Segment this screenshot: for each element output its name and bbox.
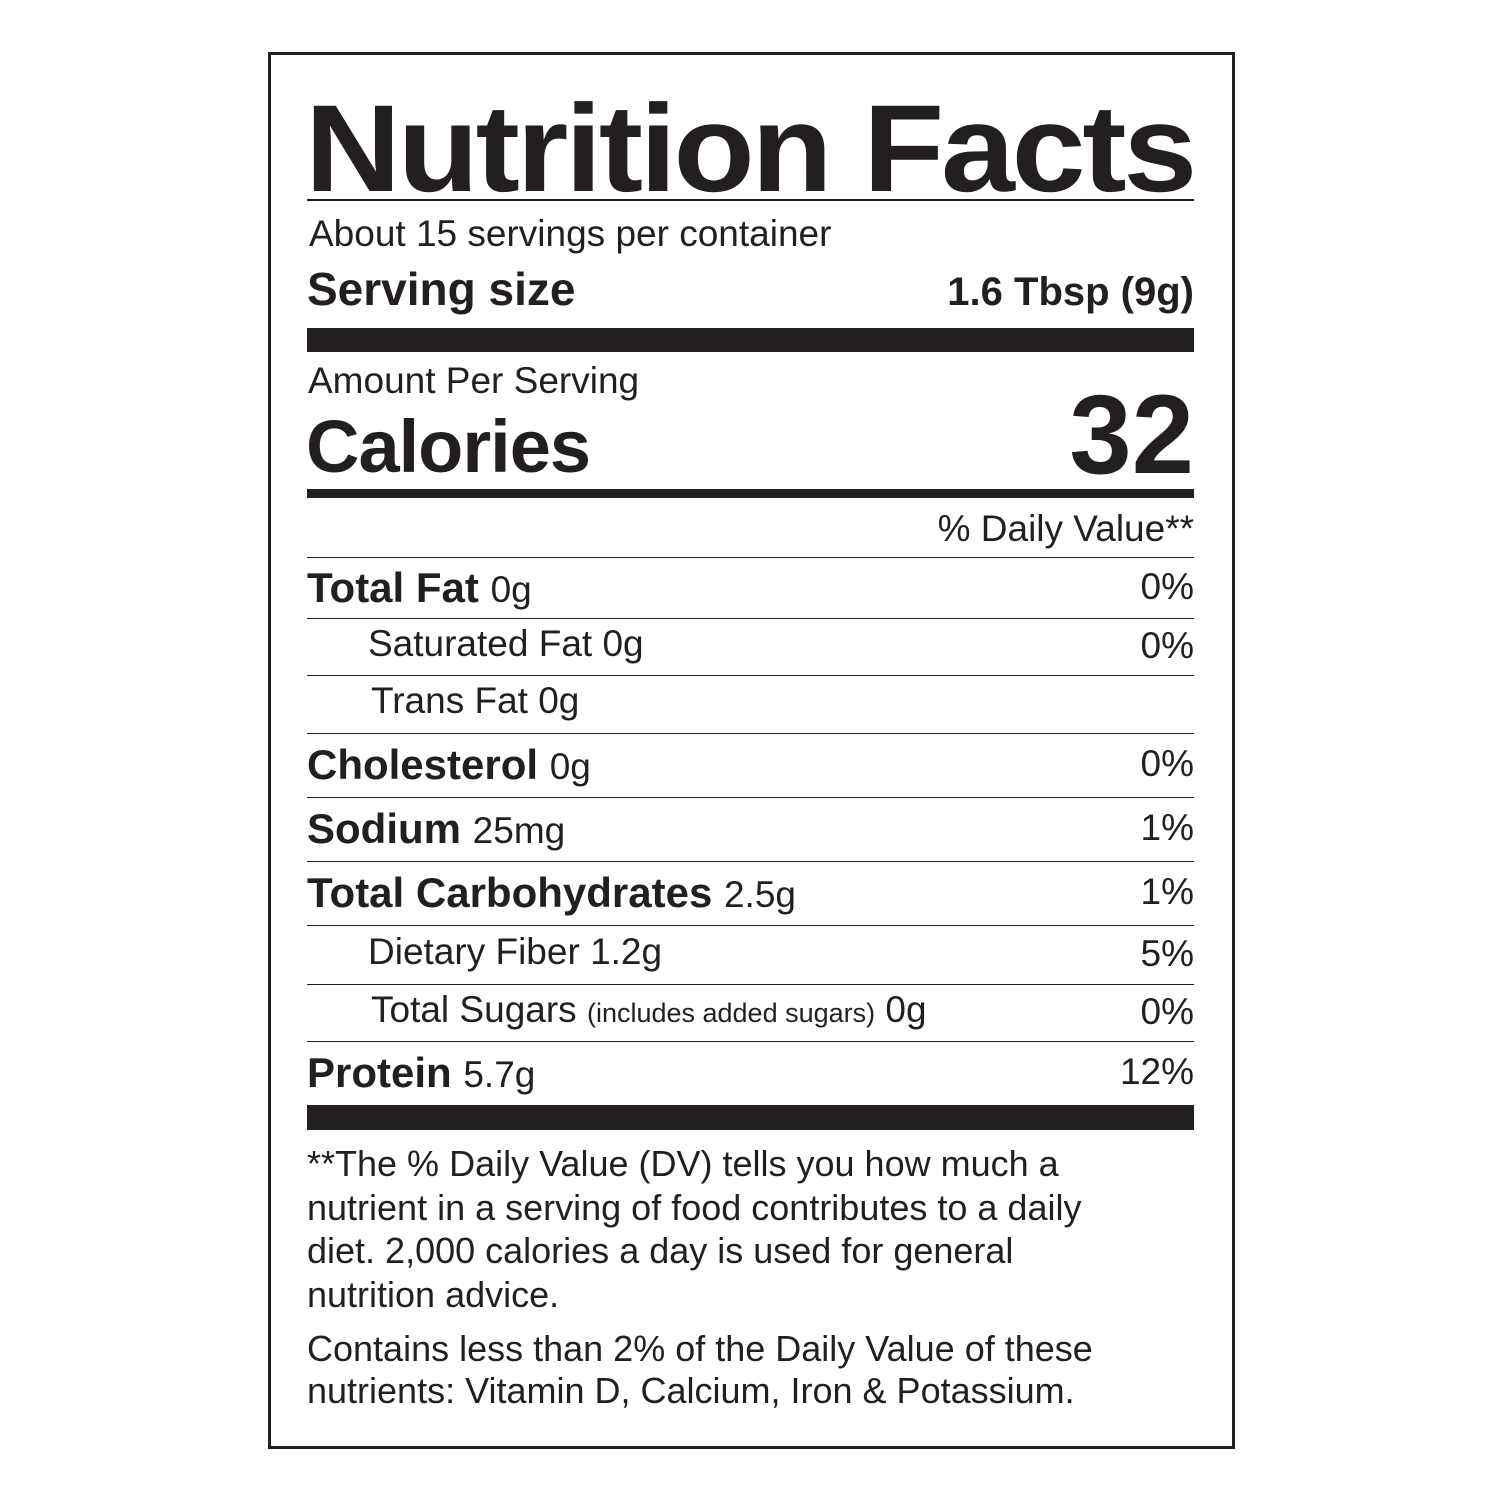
nutrient-daily-value: 1% <box>1140 807 1194 848</box>
thick-divider <box>307 1105 1194 1130</box>
nutrient-row: Cholesterol 0g <box>307 741 591 789</box>
calories-value: 32 <box>1069 372 1194 497</box>
nutrition-label <box>268 52 1235 1449</box>
footnote: **The % Daily Value (DV) tells you how m… <box>307 1142 1081 1316</box>
divider <box>307 797 1194 798</box>
footnote-line: nutrition advice. <box>307 1273 560 1315</box>
nutrient-row: Trans Fat 0g <box>371 680 579 722</box>
nutrient-amount: 1.2g <box>590 930 663 972</box>
daily-value-header: % Daily Value** <box>937 508 1194 549</box>
nutrient-daily-value: 0% <box>1140 990 1194 1032</box>
divider <box>307 675 1194 676</box>
medium-divider <box>307 489 1194 498</box>
nutrient-amount: 0g <box>885 988 927 1030</box>
nutrient-note: (includes added sugars) <box>586 997 876 1028</box>
divider <box>307 733 1194 734</box>
label-title: Nutrition Facts <box>305 80 1197 218</box>
serving-size-label: Serving size <box>307 263 576 315</box>
nutrient-amount: 2.5g <box>723 874 796 915</box>
nutrient-name: Dietary Fiber <box>368 930 580 972</box>
nutrient-amount: 0g <box>602 622 644 664</box>
thick-divider <box>307 328 1194 352</box>
nutrient-row: Total Fat 0g <box>307 564 532 612</box>
nutrient-row: Saturated Fat 0g <box>368 623 644 665</box>
nutrient-name: Trans Fat <box>371 680 528 721</box>
nutrient-daily-value: 0% <box>1140 565 1194 607</box>
nutrient-daily-value: 0% <box>1140 743 1194 784</box>
nutrient-name: Total Carbohydrates <box>307 869 713 916</box>
nutrient-amount: 5.7g <box>463 1054 536 1095</box>
nutrient-amount: 25mg <box>472 810 566 851</box>
nutrient-amount: 0g <box>549 746 591 787</box>
nutrient-row: Protein 5.7g <box>307 1049 535 1097</box>
nutrient-name: Cholesterol <box>307 741 539 788</box>
nutrient-row: Sodium 25mg <box>307 805 565 853</box>
minor-nutrients-note: Contains less than 2% of the Daily Value… <box>307 1328 1093 1412</box>
divider <box>307 618 1194 619</box>
minor-nutrients-line: Contains less than 2% of the Daily Value… <box>307 1328 1093 1369</box>
divider <box>307 1041 1194 1042</box>
calories-label: Calories <box>306 405 591 488</box>
minor-nutrients-line: nutrients: Vitamin D, Calcium, Iron & Po… <box>307 1370 1075 1411</box>
nutrient-name: Sodium <box>307 805 461 852</box>
nutrient-row: Dietary Fiber 1.2g <box>368 931 662 973</box>
divider <box>307 557 1194 558</box>
nutrient-name: Total Fat <box>307 563 479 611</box>
footnote-line: nutrient in a serving of food contribute… <box>307 1186 1082 1228</box>
footnote-line: diet. 2,000 calories a day is used for g… <box>307 1230 1014 1271</box>
nutrient-name: Total Sugars <box>371 988 577 1030</box>
amount-per-serving: Amount Per Serving <box>308 360 640 401</box>
divider <box>307 984 1194 985</box>
nutrient-daily-value: 5% <box>1140 932 1194 974</box>
footnote-line: **The % Daily Value (DV) tells you how m… <box>307 1143 1059 1184</box>
divider <box>307 199 1194 201</box>
nutrient-row: Total Sugars (includes added sugars) 0g <box>371 989 927 1031</box>
nutrient-daily-value: 0% <box>1140 624 1194 666</box>
serving-size-value: 1.6 Tbsp (9g) <box>947 270 1194 314</box>
divider <box>307 861 1194 862</box>
nutrient-name: Saturated Fat <box>368 622 593 664</box>
nutrient-name: Protein <box>307 1049 452 1096</box>
nutrient-amount: 0g <box>538 680 580 721</box>
nutrient-amount: 0g <box>490 568 532 610</box>
nutrient-daily-value: 12% <box>1119 1051 1194 1092</box>
nutrient-daily-value: 1% <box>1140 871 1194 912</box>
divider <box>307 925 1194 926</box>
nutrient-row: Total Carbohydrates 2.5g <box>307 869 796 917</box>
servings-per-container: About 15 servings per container <box>309 213 832 254</box>
